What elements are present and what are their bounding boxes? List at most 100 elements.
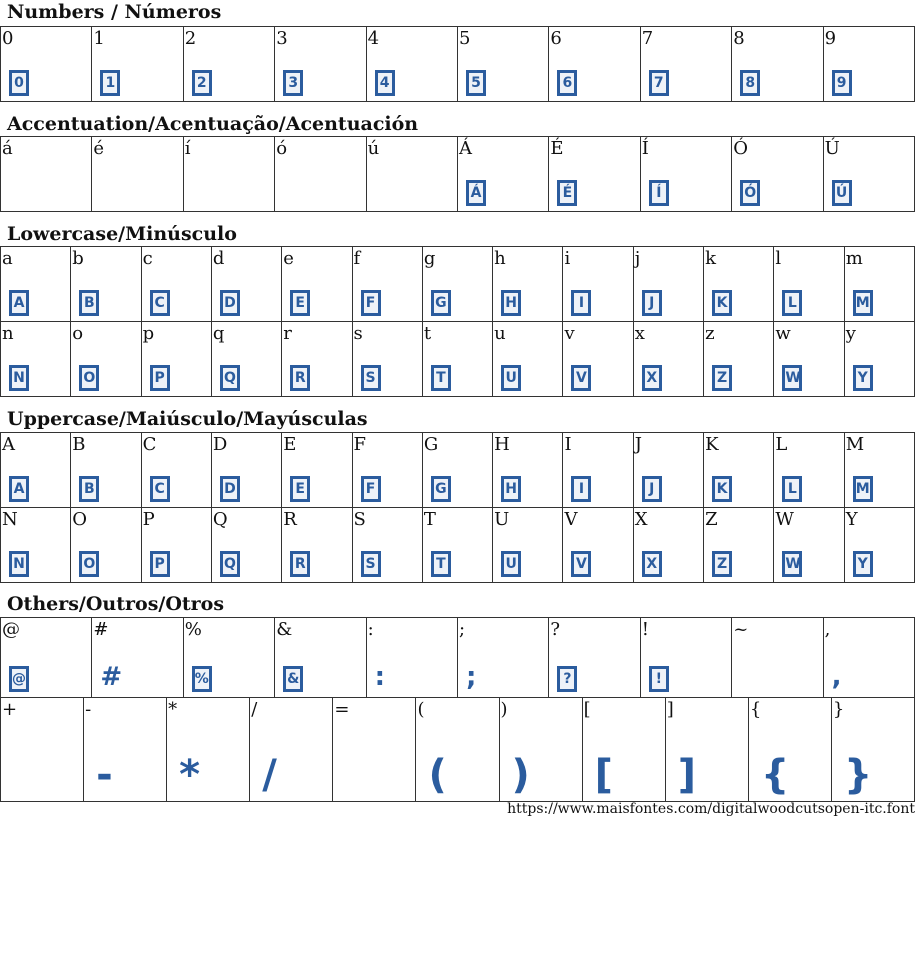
font-glyph-sample: 6 [557,70,578,96]
glyph-cell: = [333,698,417,802]
character-label: x [634,323,645,344]
character-label: X [634,509,648,530]
glyph-cell: ~ [732,618,824,698]
character-label: y [845,323,856,344]
font-glyph-sample: 1 [100,70,121,96]
font-glyph-sample: A [9,476,29,502]
character-label: 3 [276,28,288,49]
character-label: ( [417,699,425,720]
character-label: Ó [733,138,748,159]
character-label: í [184,138,191,159]
font-glyph-sample: K [712,476,733,502]
glyph-cell: ?? [549,618,641,698]
glyph-cell: @ @ [1,618,93,698]
character-label: O [72,509,88,530]
font-glyph-sample: J [641,476,662,502]
font-glyph-sample: P [149,365,170,391]
font-glyph-sample: C [149,290,170,316]
font-glyph-sample: G [430,290,451,316]
font-glyph-sample: Z [712,365,733,391]
character-label: J [634,434,642,455]
glyph-cell: (( [416,698,500,802]
character-label: ) [500,699,508,720]
font-glyph-sample: O [79,365,100,391]
glyph-cell: # # [92,618,184,698]
character-label: p [142,323,155,344]
glyph-cell: á [1,137,93,212]
character-label: f [353,248,361,269]
character-label: K [705,434,719,455]
character-label: b [72,248,84,269]
font-glyph-sample: @ [9,666,29,692]
character-label: T [423,509,436,530]
character-label: [ [583,699,591,720]
font-glyph-sample: 4 [374,70,395,96]
glyph-cell: {{ [748,698,832,802]
font-glyph-sample: 2 [191,70,212,96]
character-label: 6 [550,28,562,49]
character-label: Q [212,509,228,530]
character-label: # [93,619,109,640]
character-label: W [775,509,794,530]
font-glyph-sample: J [641,290,662,316]
font-glyph-sample: & [283,666,304,692]
font-glyph-sample: S [360,365,381,391]
character-label: H [494,434,510,455]
font-glyph-sample: H [501,476,522,502]
font-glyph-sample: : [374,662,385,692]
font-glyph-sample: X [641,551,662,577]
character-label: { [749,699,762,720]
font-glyph-sample: D [219,476,240,502]
glyph-cell: / / [250,698,334,802]
glyph-cell: %% [183,618,276,698]
character-label: R [283,509,297,530]
character-label: F [353,434,367,455]
character-label: G [423,434,439,455]
font-glyph-sample: 9 [831,70,852,96]
character-label: t [423,323,432,344]
character-label: 7 [641,28,654,49]
glyph-cell: ó [275,137,367,212]
glyph-cell: í [183,137,276,212]
font-glyph-sample: O [79,551,100,577]
glyph-cell: + [1,698,85,802]
font-glyph-sample: M [852,290,873,316]
font-glyph-sample: Z [712,551,733,577]
glyph-cell: :: [366,618,458,698]
character-label: ] [666,699,674,720]
font-glyph-sample: L [782,476,803,502]
font-glyph-sample: V [571,551,592,577]
font-glyph-sample: Y [852,551,873,577]
font-glyph-sample: T [430,551,451,577]
glyph-cell: [[ [582,698,666,802]
character-label: m [845,248,863,269]
character-label: D [212,434,228,455]
font-glyph-sample: U [501,365,522,391]
font-glyph-sample: 0 [9,70,29,96]
character-label: ~ [733,619,749,640]
source-url[interactable]: https://www.maisfontes.com/digitalwoodcu… [507,801,915,817]
character-label: S [353,509,366,530]
